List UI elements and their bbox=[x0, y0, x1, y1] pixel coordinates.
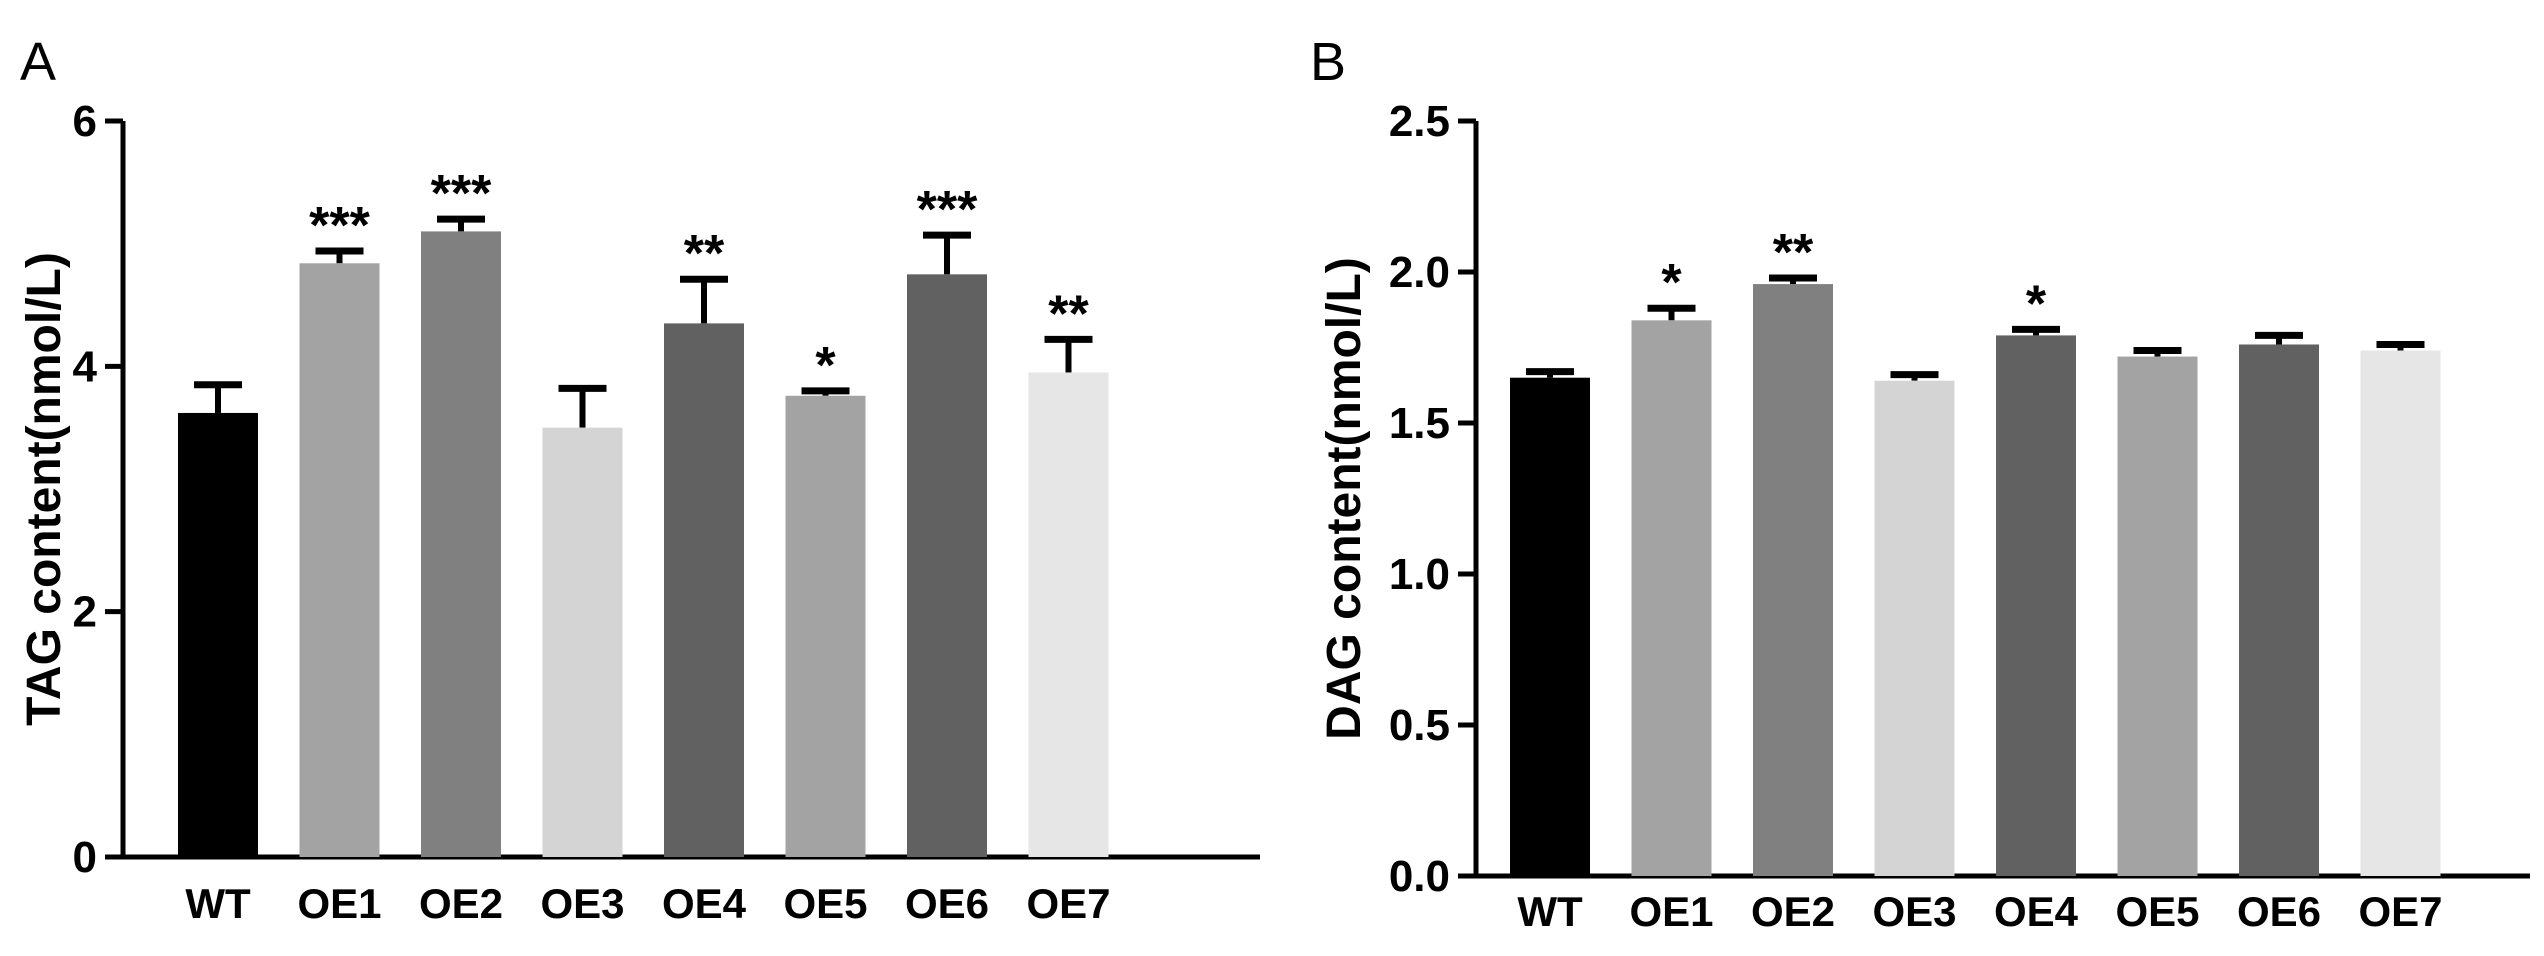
significance-marker: *** bbox=[917, 181, 978, 239]
x-tick-label: OE4 bbox=[1994, 888, 2079, 935]
x-tick-label: WT bbox=[185, 880, 251, 927]
y-tick-label: 4 bbox=[73, 342, 98, 391]
x-tick-label: OE5 bbox=[2115, 888, 2199, 935]
y-tick-label: 6 bbox=[73, 97, 97, 146]
significance-marker: ** bbox=[1048, 285, 1089, 343]
significance-marker: ** bbox=[1773, 224, 1814, 282]
significance-marker: ** bbox=[684, 225, 725, 283]
y-tick-label: 2.0 bbox=[1389, 248, 1450, 297]
significance-marker: *** bbox=[431, 165, 492, 223]
bar-oe3 bbox=[542, 427, 623, 857]
bar-wt bbox=[178, 412, 258, 857]
x-tick-label: OE2 bbox=[1751, 888, 1835, 935]
x-tick-label: OE2 bbox=[419, 880, 503, 927]
bar-oe5 bbox=[785, 395, 866, 857]
x-tick-label: OE7 bbox=[1026, 880, 1110, 927]
bar-oe7 bbox=[2360, 350, 2441, 876]
bar-oe2 bbox=[1753, 284, 1833, 877]
bar-wt bbox=[1510, 377, 1590, 876]
x-tick-label: WT bbox=[1517, 888, 1583, 935]
y-tick-label: 0 bbox=[73, 833, 97, 882]
x-tick-label: OE5 bbox=[783, 880, 867, 927]
bar-oe1 bbox=[299, 263, 380, 857]
y-tick-label: 0.0 bbox=[1389, 852, 1450, 901]
bar-oe6 bbox=[2239, 344, 2319, 877]
x-tick-label: OE7 bbox=[2358, 888, 2442, 935]
x-tick-label: OE3 bbox=[540, 880, 624, 927]
x-tick-label: OE3 bbox=[1872, 888, 1956, 935]
bar-oe4 bbox=[1996, 335, 2076, 876]
y-tick-label: 2.5 bbox=[1389, 97, 1450, 146]
significance-marker: * bbox=[2026, 275, 2047, 333]
x-tick-label: OE6 bbox=[905, 880, 989, 927]
x-tick-label: OE6 bbox=[2237, 888, 2321, 935]
x-tick-label: OE1 bbox=[297, 880, 381, 927]
x-tick-label: OE1 bbox=[1629, 888, 1713, 935]
panel-letter: A bbox=[20, 32, 56, 92]
bar-oe5 bbox=[2117, 356, 2198, 876]
y-tick-label: 1.0 bbox=[1389, 550, 1450, 599]
panel-b: B DAG content(nmol/L) 0.0 0.5 1.0 1.5 2.0 2.5 WT… bbox=[1310, 32, 2530, 935]
bar-oe7 bbox=[1028, 372, 1109, 857]
bar-oe6 bbox=[907, 274, 987, 857]
y-tick-label: 2 bbox=[73, 588, 97, 637]
bar-oe3 bbox=[1874, 380, 1955, 876]
y-axis-title: TAG content(nmol/L) bbox=[18, 252, 71, 726]
bar-oe4 bbox=[664, 323, 744, 857]
x-tick-label: OE4 bbox=[662, 880, 747, 927]
significance-marker: * bbox=[815, 337, 836, 395]
panel-letter: B bbox=[1310, 32, 1346, 92]
y-tick-label: 0.5 bbox=[1389, 701, 1450, 750]
y-tick-label: 1.5 bbox=[1389, 399, 1450, 448]
bar-oe1 bbox=[1631, 320, 1712, 876]
significance-marker: * bbox=[1661, 254, 1682, 312]
bar-oe2 bbox=[421, 231, 501, 857]
y-axis-title: DAG content(nmol/L) bbox=[1318, 257, 1371, 740]
significance-marker: *** bbox=[309, 197, 370, 255]
